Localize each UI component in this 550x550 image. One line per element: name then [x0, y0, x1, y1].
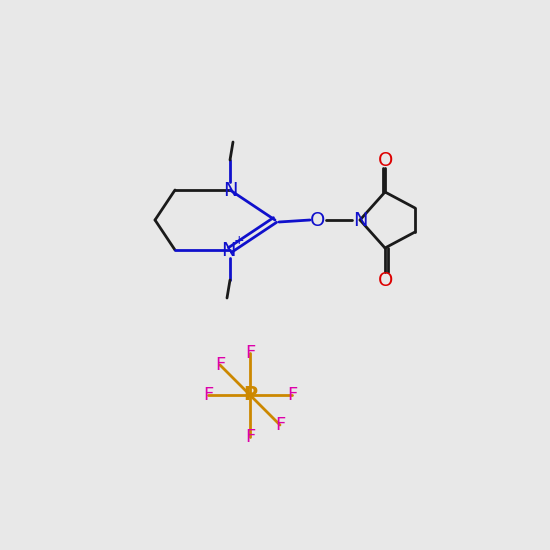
Text: N: N — [353, 211, 367, 229]
Text: F: F — [245, 344, 255, 362]
Text: F: F — [245, 428, 255, 446]
Text: O: O — [310, 211, 326, 229]
Text: O: O — [378, 271, 394, 289]
Text: P: P — [243, 386, 257, 404]
Text: F: F — [287, 386, 297, 404]
Text: N: N — [221, 240, 235, 260]
Text: F: F — [215, 356, 225, 374]
Text: F: F — [203, 386, 213, 404]
Text: N: N — [223, 180, 237, 200]
Text: O: O — [378, 151, 394, 169]
Text: F: F — [275, 416, 285, 434]
Text: +: + — [234, 234, 244, 248]
